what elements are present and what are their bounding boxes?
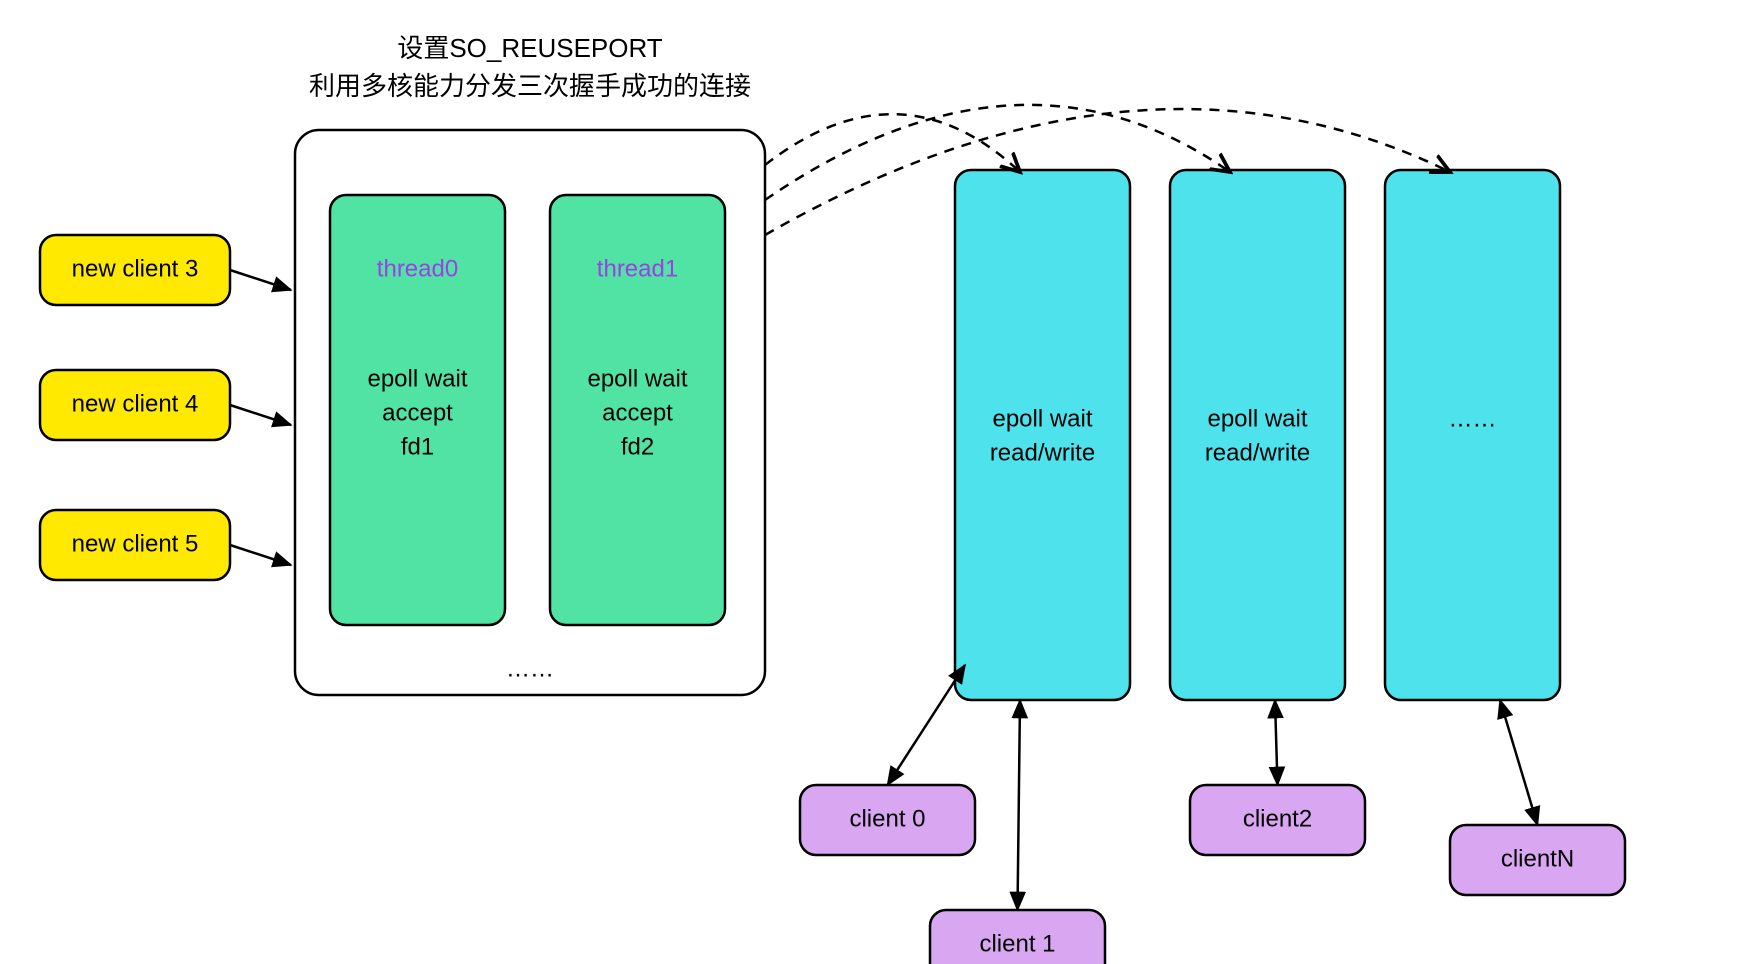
new-client-1-label: new client 4 bbox=[72, 390, 199, 417]
accept-container-ellipsis: …… bbox=[506, 655, 554, 682]
client-0-label: client 0 bbox=[849, 805, 925, 832]
worker-0 bbox=[955, 170, 1130, 700]
worker-2-line1: …… bbox=[1449, 405, 1497, 432]
accept-thread-1-l3: fd2 bbox=[621, 433, 654, 460]
title-line-1: 设置SO_REUSEPORT bbox=[397, 33, 662, 63]
accept-thread-0-name: thread0 bbox=[377, 255, 458, 282]
accept-thread-0-l3: fd1 bbox=[401, 433, 434, 460]
client-1-link bbox=[1018, 700, 1021, 910]
new-client-2-label: new client 5 bbox=[72, 530, 199, 557]
dispatch-edge-0 bbox=[765, 114, 1020, 172]
worker-1-line2: read/write bbox=[1205, 439, 1310, 466]
client-2-link bbox=[1275, 700, 1278, 785]
worker-2 bbox=[1385, 170, 1560, 700]
accept-thread-1-l2: accept bbox=[602, 399, 673, 426]
client-1-label: client 1 bbox=[979, 930, 1055, 957]
worker-0-line1: epoll wait bbox=[992, 405, 1092, 432]
client-3-link bbox=[1500, 700, 1538, 825]
worker-1-line1: epoll wait bbox=[1207, 405, 1307, 432]
worker-1 bbox=[1170, 170, 1345, 700]
accept-thread-0-l2: accept bbox=[382, 399, 453, 426]
client-2-label: client2 bbox=[1243, 805, 1312, 832]
accept-thread-0-l1: epoll wait bbox=[367, 365, 467, 392]
title-line-2: 利用多核能力分发三次握手成功的连接 bbox=[309, 71, 751, 101]
new-client-1-arrow bbox=[230, 405, 291, 425]
new-client-2-arrow bbox=[230, 545, 291, 565]
client-3-label: clientN bbox=[1501, 845, 1574, 872]
accept-thread-1-l1: epoll wait bbox=[587, 365, 687, 392]
new-client-0-arrow bbox=[230, 270, 291, 290]
client-0-link bbox=[888, 665, 966, 785]
accept-thread-1-name: thread1 bbox=[597, 255, 678, 282]
new-client-0-label: new client 3 bbox=[72, 255, 199, 282]
worker-0-line2: read/write bbox=[990, 439, 1095, 466]
